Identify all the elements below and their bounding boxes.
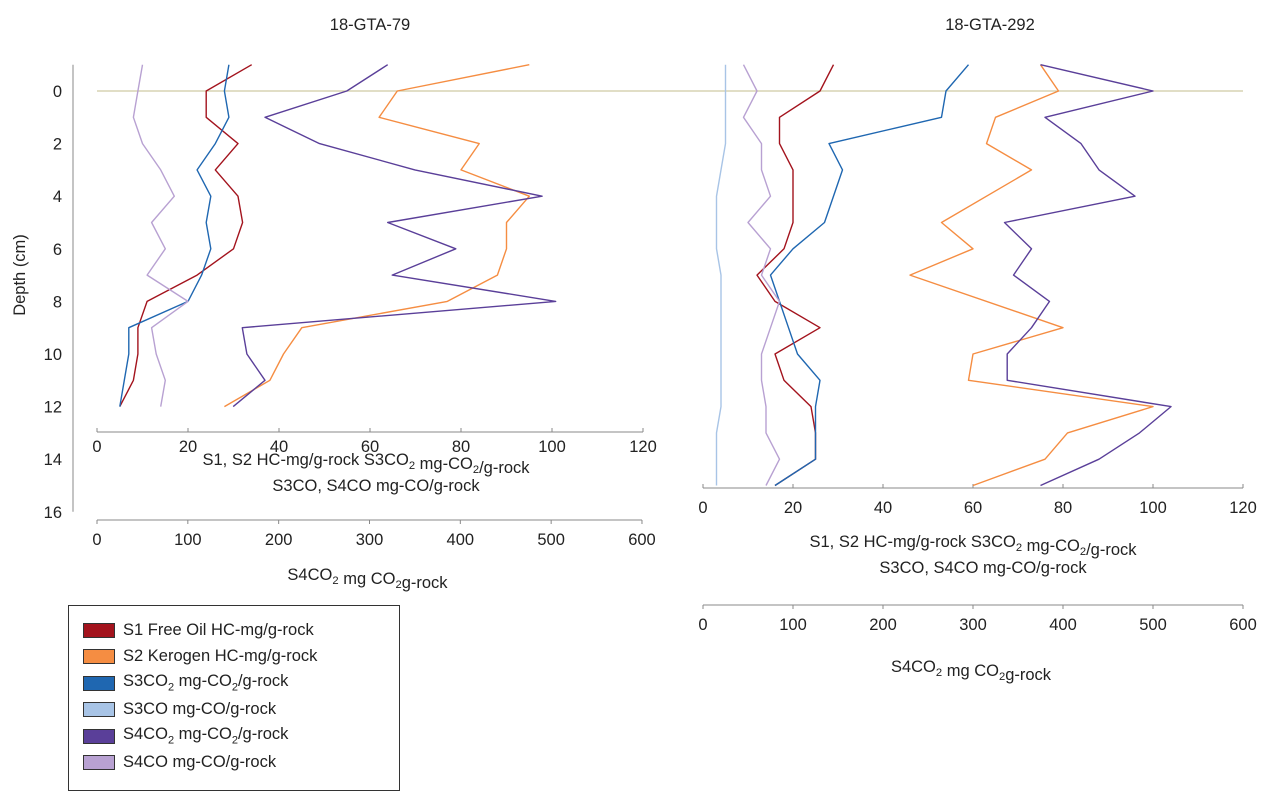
x2-tick-label: 300: [959, 616, 987, 634]
legend-label: S4CO mg-CO/g-rock: [123, 753, 277, 771]
legend: S1 Free Oil HC-mg/g-rock S2 Kerogen HC-mg…: [68, 605, 400, 791]
y-tick-label: 8: [53, 293, 62, 311]
series-line-s2: [224, 64, 530, 408]
x2-tick-label: 300: [356, 531, 384, 549]
legend-swatch: [83, 622, 115, 638]
x1-tick-label: 20: [179, 438, 197, 456]
y-tick-label: 6: [53, 241, 62, 259]
left-panel-series: [119, 64, 557, 408]
right-panel-title: 18-GTA-292: [945, 16, 1035, 34]
series-line-s3co: [715, 64, 727, 486]
x-axis-labels: S1, S2 HC-mg/g-rock S3CO2 mg-CO2/g-rockS…: [203, 451, 1138, 684]
y-tick-label: 0: [53, 83, 62, 101]
legend-swatch: [83, 649, 115, 664]
x1-tick-label: 120: [629, 438, 657, 456]
x1-tick-label: 100: [538, 438, 566, 456]
x2-tick-label: 500: [537, 531, 565, 549]
axis-label-line: S4CO2 mg CO2g-rock: [891, 658, 1052, 684]
x2-tick-label: 500: [1139, 616, 1167, 634]
x2-tick-label: 100: [779, 616, 807, 634]
x2-tick-label: 0: [92, 531, 101, 549]
legend-swatch: [83, 702, 115, 717]
axis-label-line: S1, S2 HC-mg/g-rock S3CO2 mg-CO2/g-rock: [203, 451, 531, 477]
x1-tick-label: 120: [1229, 499, 1257, 517]
y-axis-label: Depth (cm): [11, 234, 29, 316]
y-tick-label: 4: [53, 188, 62, 206]
x1-tick-label: 60: [361, 438, 379, 456]
legend-label: S1 Free Oil HC-mg/g-rock: [123, 620, 314, 639]
x1-tick-label: 40: [270, 438, 288, 456]
y-tick-label: 12: [44, 399, 62, 417]
series-line-s2: [909, 64, 1154, 487]
legend-swatch: [83, 728, 115, 744]
axis-label-line: S3CO, S4CO mg-CO/g-rock: [272, 477, 480, 495]
y-tick-label: 10: [44, 346, 62, 364]
series-line-s3co2: [769, 64, 970, 487]
series-line-s1: [756, 64, 835, 487]
legend-label: S2 Kerogen HC-mg/g-rock: [123, 647, 318, 665]
x2-tick-label: 600: [1229, 616, 1257, 634]
axis-label-line: S4CO2 mg CO2g-rock: [287, 566, 448, 592]
series-line-s4co: [132, 64, 189, 407]
series-line-s3co2: [119, 64, 230, 407]
legend-item: S1 Free Oil HC-mg/g-rock: [83, 619, 314, 641]
legend-label: S3CO mg-CO/g-rock: [123, 700, 277, 718]
axis-label-line: S1, S2 HC-mg/g-rock S3CO2 mg-CO2/g-rock: [810, 533, 1138, 559]
x1-tick-label: 100: [1139, 499, 1167, 517]
x2-tick-label: 400: [447, 531, 475, 549]
legend-item: S3CO mg-CO/g-rock: [83, 699, 276, 721]
legend-item: S3CO2 mg-CO2/g-rock: [83, 672, 288, 694]
legend-label: S4CO2 mg-CO2/g-rock: [123, 725, 289, 747]
legend-item: S4CO mg-CO/g-rock: [83, 752, 276, 774]
series-line-s4co: [742, 64, 781, 486]
x1-tick-label: 80: [1054, 499, 1072, 517]
legend-swatch: [83, 675, 115, 691]
legend-label: S3CO2 mg-CO2/g-rock: [123, 672, 289, 694]
left-panel-title: 18-GTA-79: [330, 16, 410, 34]
legend-item: S2 Kerogen HC-mg/g-rock: [83, 646, 317, 668]
legend-swatch: [83, 755, 115, 770]
y-tick-label: 14: [44, 451, 62, 469]
x2-tick-label: 400: [1049, 616, 1077, 634]
x2-tick-label: 0: [698, 616, 707, 634]
x1-tick-label: 0: [698, 499, 707, 517]
x1-tick-label: 0: [92, 438, 101, 456]
x1-tick-label: 20: [784, 499, 802, 517]
series-line-s4co2: [1003, 64, 1172, 487]
x1-tick-label: 80: [452, 438, 470, 456]
y-tick-label: 16: [44, 504, 62, 522]
x2-tick-label: 600: [628, 531, 656, 549]
series-line-s4co2: [232, 64, 557, 408]
axis-label-line: S3CO, S4CO mg-CO/g-rock: [879, 559, 1087, 577]
x1-tick-label: 40: [874, 499, 892, 517]
x2-tick-label: 100: [174, 531, 202, 549]
y-tick-label: 2: [53, 136, 62, 154]
x1-tick-label: 60: [964, 499, 982, 517]
x2-tick-label: 200: [265, 531, 293, 549]
y-axis-ticks: 0 2 4 6 8 10 12 14 16: [44, 64, 74, 522]
x2-tick-label: 200: [869, 616, 897, 634]
right-panel-series: [715, 64, 1172, 487]
series-line-s1: [119, 64, 253, 407]
legend-item: S4CO2 mg-CO2/g-rock: [83, 725, 288, 747]
